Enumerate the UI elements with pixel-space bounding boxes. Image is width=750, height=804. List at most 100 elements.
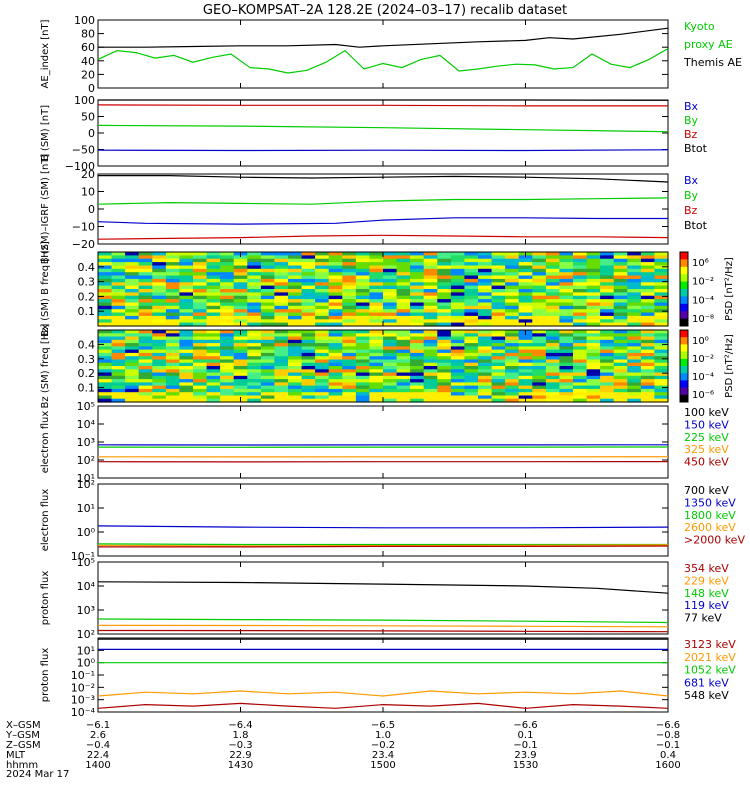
heatmap-cell: [546, 269, 560, 273]
y-tick-label: 0.2: [78, 367, 96, 380]
heatmap-cell: [478, 269, 492, 273]
y-axis-label: proton flux: [40, 571, 51, 626]
ephemeris-value: 1500: [370, 760, 395, 771]
y-tick-label: 10¹: [77, 644, 95, 657]
colorbar-segment: [680, 289, 688, 297]
heatmap-cell: [288, 269, 302, 273]
heatmap-cell: [587, 306, 601, 310]
heatmap-cell: [641, 269, 655, 273]
colorbar-segment: [680, 267, 688, 275]
colorbar-segment: [680, 296, 688, 304]
heatmap-cell: [587, 269, 601, 273]
legend-entry: 100 keV: [684, 406, 729, 419]
heatmap-cell: [207, 306, 221, 310]
panel-frame: [98, 174, 668, 244]
colorbar-segment: [680, 274, 688, 282]
heatmap-cell: [410, 306, 424, 310]
y-tick-label: 0.1: [78, 305, 96, 318]
heatmap-cell: [627, 306, 641, 310]
y-axis-label: proton flux: [40, 648, 51, 703]
colorbar-segment: [680, 388, 688, 396]
legend-entry: Btot: [684, 219, 708, 232]
heatmap-cell: [451, 306, 465, 310]
heatmap-cell: [437, 306, 451, 310]
colorbar-tick-label: 10⁻²: [692, 277, 714, 288]
y-tick-label: 80: [81, 28, 95, 41]
heatmap-cell: [614, 306, 628, 310]
legend-entry: 3123 keV: [684, 638, 736, 651]
y-axis-label: Bz (SM) freq [Hz]: [40, 323, 51, 408]
heatmap-cell: [519, 269, 533, 273]
ephemeris-value: 1600: [655, 760, 680, 771]
y-tick-label: 10⁻¹: [71, 669, 95, 682]
legend-entry: Themis AE: [683, 56, 742, 69]
heatmap-cell: [464, 306, 478, 310]
heatmap-cell: [614, 269, 628, 273]
legend-entry: Bx: [684, 174, 699, 187]
colorbar-segment: [680, 259, 688, 267]
heatmap-cell: [397, 306, 411, 310]
colorbar-segment: [680, 311, 688, 319]
heatmap-cell: [492, 269, 506, 273]
legend-entry: 1350 keV: [684, 496, 736, 509]
heatmap-cell: [573, 269, 587, 273]
series-line-by: [98, 198, 668, 204]
colorbar-segment: [680, 344, 688, 352]
legend-entry: 354 keV: [684, 562, 729, 575]
y-tick-label: −50: [72, 144, 95, 157]
legend-entry: 119 keV: [684, 599, 729, 612]
legend-entry: 2600 keV: [684, 521, 736, 534]
heatmap-cell: [532, 306, 546, 310]
legend-entry: 548 keV: [684, 689, 729, 702]
y-tick-label: 10³: [77, 436, 95, 449]
colorbar-segment: [680, 373, 688, 381]
heatmap-cell: [397, 269, 411, 273]
legend-entry: Bz: [684, 128, 698, 141]
y-tick-label: 0.2: [78, 290, 96, 303]
series-line-kyoto-proxy-ae: [98, 49, 668, 73]
figure-title: GEO–KOMPSAT–2A 128.2E (2024–03–17) recal…: [203, 3, 567, 18]
heatmap-cell: [369, 269, 383, 273]
series-line-77-kev: [98, 582, 668, 593]
heatmap-cell: [424, 269, 438, 273]
heatmap-cell: [546, 306, 560, 310]
y-tick-label: 10⁰: [77, 526, 96, 539]
heatmap-cell: [315, 306, 329, 310]
y-axis-label: AE_index [nT]: [40, 19, 51, 88]
heatmap-cell: [356, 269, 370, 273]
heatmap-cell: [98, 269, 112, 273]
series-line-bz: [98, 105, 668, 106]
heatmap-cell: [627, 269, 641, 273]
y-tick-label: 20: [81, 168, 95, 181]
heatmap-cell: [302, 306, 316, 310]
y-tick-label: 10⁴: [77, 580, 96, 593]
y-tick-label: 0.3: [78, 353, 96, 366]
colorbar-segment: [680, 337, 688, 345]
y-tick-label: 10⁻³: [71, 694, 95, 707]
heatmap-cell: [220, 306, 234, 310]
legend-entry: 700 keV: [684, 484, 729, 497]
heatmap-cell: [302, 269, 316, 273]
y-axis-label: electron flux: [40, 489, 51, 552]
heatmap-cell: [112, 306, 126, 310]
colorbar-segment: [680, 380, 688, 388]
legend-entry: 325 keV: [684, 443, 729, 456]
colorbar-segment: [680, 352, 688, 360]
legend-entry: Bz: [684, 204, 698, 217]
series-line-148-kev: [98, 619, 668, 623]
heatmap-cell: [451, 269, 465, 273]
series-line-229-kev: [98, 625, 668, 627]
colorbar-tick-label: 10⁻²: [692, 354, 714, 365]
ephemeris-value: 1530: [513, 760, 538, 771]
legend-entry: 225 keV: [684, 431, 729, 444]
heatmap-cell: [505, 269, 519, 273]
colorbar-tick-label: 10⁻⁶: [692, 390, 714, 401]
series-line-by: [98, 125, 668, 131]
panel-frame: [98, 406, 668, 478]
heatmap-cell: [600, 306, 614, 310]
panel-frame: [98, 20, 668, 88]
